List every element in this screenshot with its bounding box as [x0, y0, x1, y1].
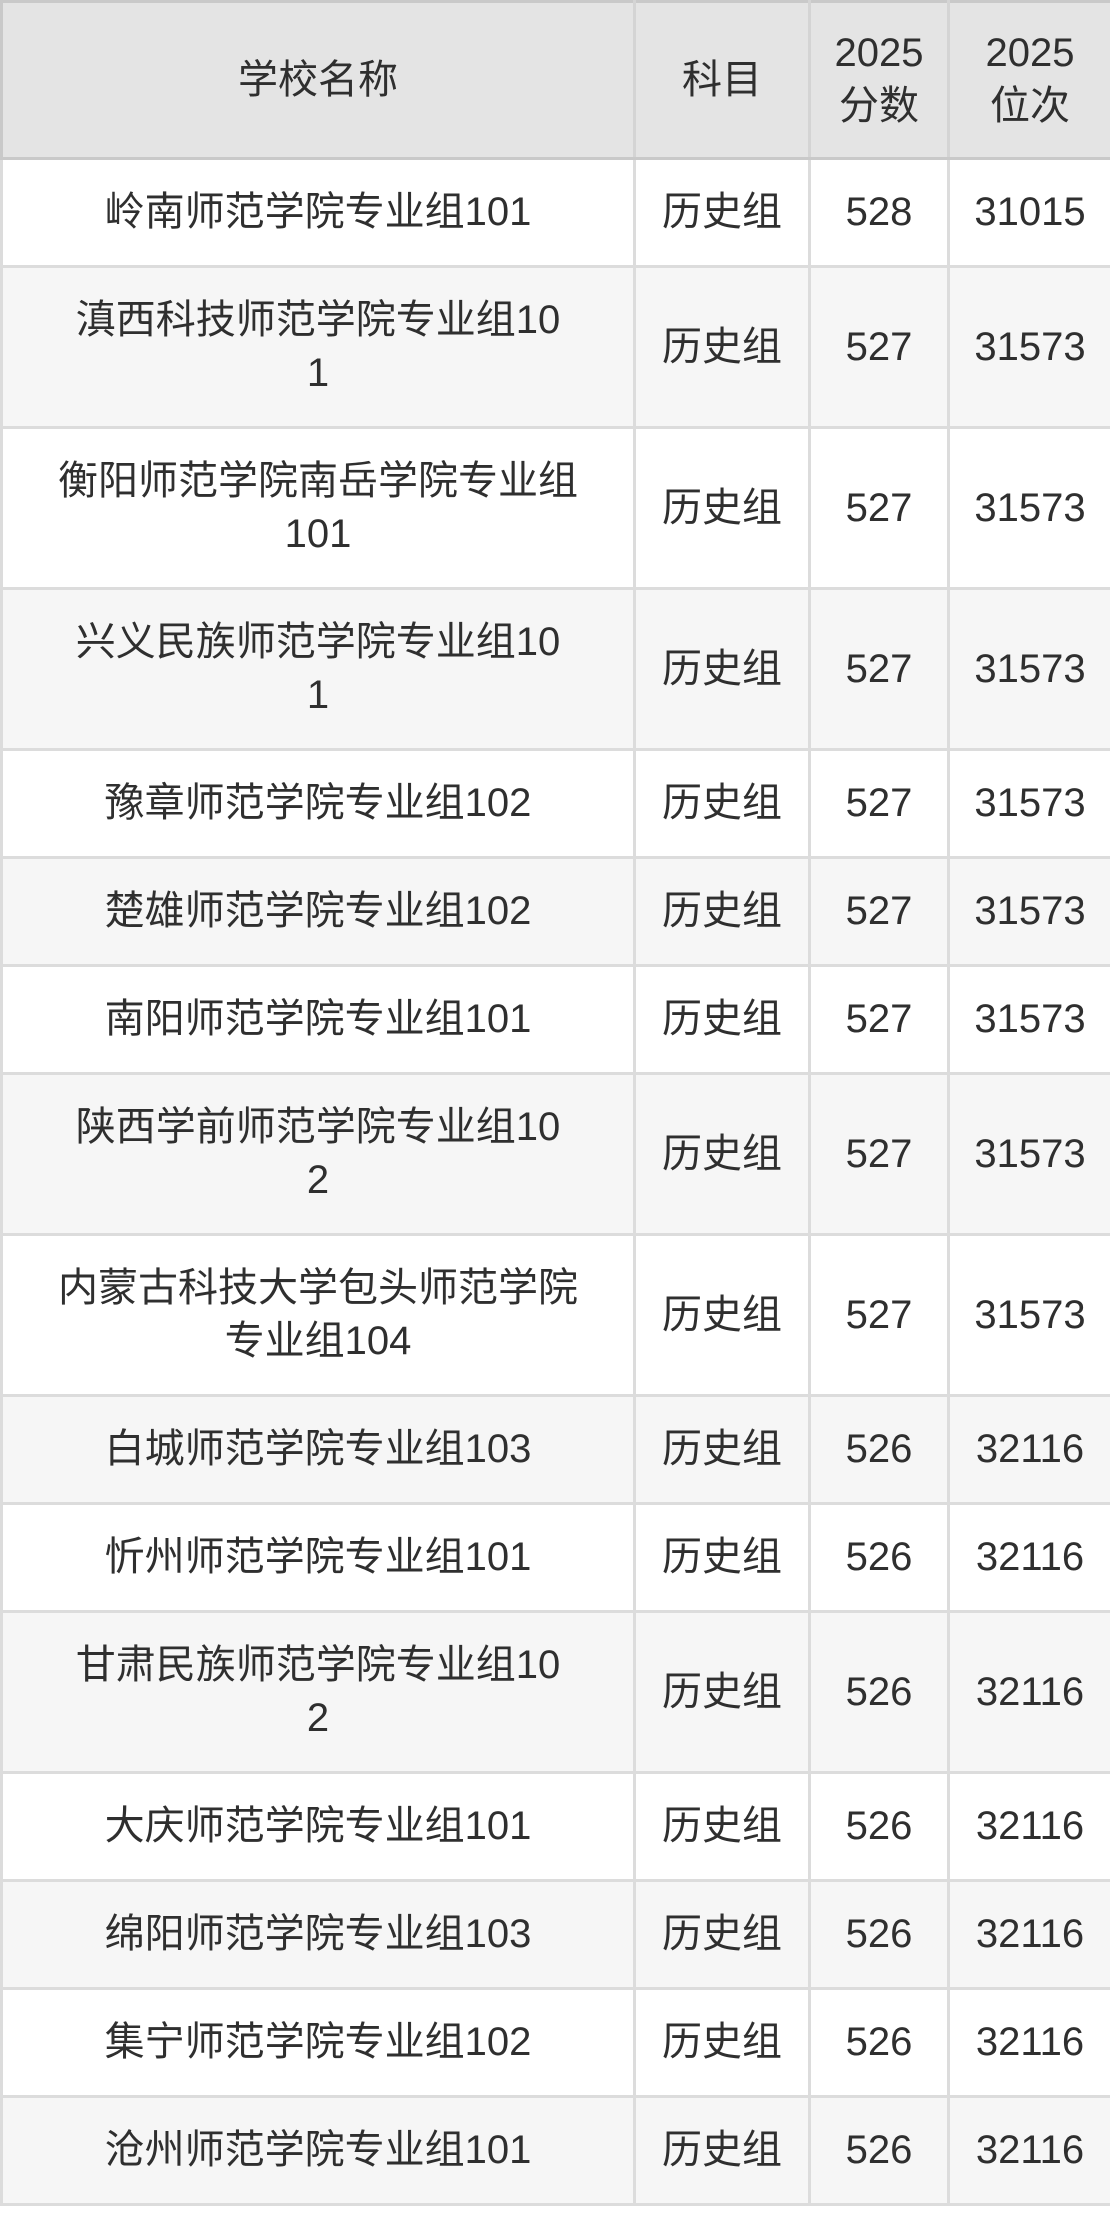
subject-cell: 历史组: [633, 426, 811, 590]
rank-cell: 32116: [947, 1771, 1110, 1882]
rank-cell: 32116: [947, 1502, 1110, 1613]
table-row: 豫章师范学院专业组102 历史组 527 31573: [0, 748, 1110, 859]
school-cell: 兴义民族师范学院专业组10 1: [0, 587, 636, 751]
rank-cell: 31573: [947, 587, 1110, 751]
table-row: 甘肃民族师范学院专业组10 2 历史组 526 32116: [0, 1610, 1110, 1774]
subject-cell: 历史组: [633, 265, 811, 429]
rank-cell: 31573: [947, 265, 1110, 429]
table-row: 楚雄师范学院专业组102 历史组 527 31573: [0, 856, 1110, 967]
header-row: 学校名称 科目 2025 分数 2025 位次: [1, 1, 1110, 160]
score-cell: 527: [808, 587, 950, 751]
school-cell: 岭南师范学院专业组101: [0, 157, 636, 268]
school-cell: 大庆师范学院专业组101: [0, 1771, 636, 1882]
score-cell: 526: [808, 2095, 950, 2206]
rank-cell: 32116: [947, 1987, 1110, 2098]
score-cell: 526: [808, 1771, 950, 1882]
subject-cell: 历史组: [633, 1233, 811, 1397]
score-cell: 526: [808, 1879, 950, 1990]
column-header-subject: 科目: [633, 1, 810, 160]
subject-cell: 历史组: [633, 1987, 811, 2098]
score-cell: 527: [808, 856, 950, 967]
table-header: 学校名称 科目 2025 分数 2025 位次: [1, 1, 1110, 160]
school-cell: 沧州师范学院专业组101: [0, 2095, 636, 2206]
score-cell: 526: [808, 1987, 950, 2098]
score-cell: 526: [808, 1502, 950, 1613]
column-header-score: 2025 分数: [808, 1, 949, 160]
rank-cell: 31573: [947, 964, 1110, 1075]
subject-cell: 历史组: [633, 1072, 811, 1236]
rank-cell: 31573: [947, 426, 1110, 590]
table-row: 忻州师范学院专业组101 历史组 526 32116: [0, 1502, 1110, 1613]
school-cell: 豫章师范学院专业组102: [0, 748, 636, 859]
table-row: 岭南师范学院专业组101 历史组 528 31015: [0, 157, 1110, 268]
table-row: 绵阳师范学院专业组103 历史组 526 32116: [0, 1879, 1110, 1990]
table-row: 沧州师范学院专业组101 历史组 526 32116: [0, 2095, 1110, 2206]
subject-cell: 历史组: [633, 157, 811, 268]
school-cell: 滇西科技师范学院专业组10 1: [0, 265, 636, 429]
subject-cell: 历史组: [633, 2095, 811, 2206]
school-cell: 集宁师范学院专业组102: [0, 1987, 636, 2098]
score-cell: 526: [808, 1394, 950, 1505]
score-cell: 527: [808, 748, 950, 859]
rank-cell: 32116: [947, 1610, 1110, 1774]
score-cell: 527: [808, 964, 950, 1075]
score-cell: 527: [808, 1072, 950, 1236]
score-cell: 528: [808, 157, 950, 268]
rank-cell: 31573: [947, 1233, 1110, 1397]
column-header-rank: 2025 位次: [947, 1, 1110, 160]
column-header-school: 学校名称: [1, 1, 635, 160]
school-cell: 忻州师范学院专业组101: [0, 1502, 636, 1613]
table-row: 南阳师范学院专业组101 历史组 527 31573: [0, 964, 1110, 1075]
rank-cell: 31573: [947, 856, 1110, 967]
subject-cell: 历史组: [633, 1502, 811, 1613]
subject-cell: 历史组: [633, 964, 811, 1075]
school-cell: 白城师范学院专业组103: [0, 1394, 636, 1505]
table-row: 滇西科技师范学院专业组10 1 历史组 527 31573: [0, 265, 1110, 429]
subject-cell: 历史组: [633, 1879, 811, 1990]
school-cell: 衡阳师范学院南岳学院专业组 101: [0, 426, 636, 590]
table-row: 兴义民族师范学院专业组10 1 历史组 527 31573: [0, 587, 1110, 751]
subject-cell: 历史组: [633, 856, 811, 967]
school-cell: 南阳师范学院专业组101: [0, 964, 636, 1075]
table-row: 陕西学前师范学院专业组10 2 历史组 527 31573: [0, 1072, 1110, 1236]
score-cell: 527: [808, 1233, 950, 1397]
subject-cell: 历史组: [633, 1394, 811, 1505]
rank-cell: 32116: [947, 2095, 1110, 2206]
school-cell: 内蒙古科技大学包头师范学院 专业组104: [0, 1233, 636, 1397]
subject-cell: 历史组: [633, 1771, 811, 1882]
school-cell: 陕西学前师范学院专业组10 2: [0, 1072, 636, 1236]
rank-cell: 31573: [947, 1072, 1110, 1236]
table-body: 岭南师范学院专业组101 历史组 528 31015 滇西科技师范学院专业组10 1 历史…: [0, 157, 1110, 2206]
rank-cell: 32116: [947, 1394, 1110, 1505]
subject-cell: 历史组: [633, 748, 811, 859]
subject-cell: 历史组: [633, 1610, 811, 1774]
school-cell: 绵阳师范学院专业组103: [0, 1879, 636, 1990]
table-row: 白城师范学院专业组103 历史组 526 32116: [0, 1394, 1110, 1505]
score-cell: 527: [808, 265, 950, 429]
score-cell: 526: [808, 1610, 950, 1774]
table-row: 大庆师范学院专业组101 历史组 526 32116: [0, 1771, 1110, 1882]
rank-cell: 31015: [947, 157, 1110, 268]
school-cell: 楚雄师范学院专业组102: [0, 856, 636, 967]
subject-cell: 历史组: [633, 587, 811, 751]
rank-cell: 32116: [947, 1879, 1110, 1990]
table-row: 衡阳师范学院南岳学院专业组 101 历史组 527 31573: [0, 426, 1110, 590]
school-cell: 甘肃民族师范学院专业组10 2: [0, 1610, 636, 1774]
table-row: 集宁师范学院专业组102 历史组 526 32116: [0, 1987, 1110, 2098]
rank-cell: 31573: [947, 748, 1110, 859]
table-row: 内蒙古科技大学包头师范学院 专业组104 历史组 527 31573: [0, 1233, 1110, 1397]
score-cell: 527: [808, 426, 950, 590]
